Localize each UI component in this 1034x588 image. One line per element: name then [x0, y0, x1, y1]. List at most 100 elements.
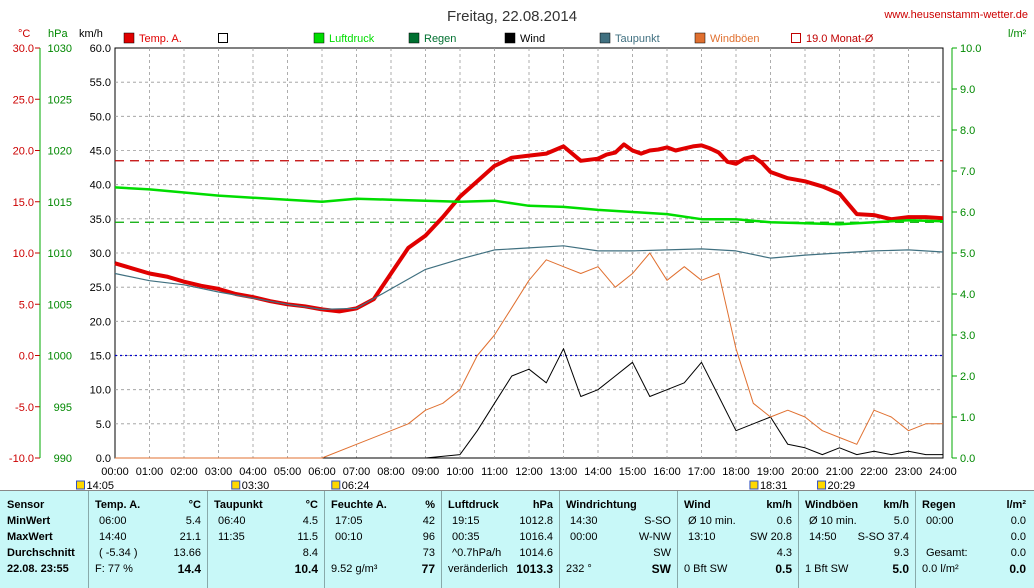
tick-x-9: 09:00	[412, 466, 440, 478]
footer-gust-a: 1 Bft SW	[805, 563, 849, 575]
legend-swatch-2	[313, 32, 325, 44]
cell-press-1-a: 00:35	[452, 531, 480, 543]
tick-x-18: 18:00	[722, 466, 750, 478]
legend-swatch-0	[123, 32, 135, 44]
tick-speed-11: 5.0	[96, 419, 111, 431]
chart-title: Freitag, 22.08.2014	[447, 8, 577, 25]
sun-marker-0	[76, 480, 85, 490]
series-line-1	[114, 186, 944, 226]
header-unit-hum: %	[425, 499, 435, 511]
legend-label-5: Taupunkt	[615, 33, 660, 45]
tick-x-12: 12:00	[515, 466, 543, 478]
tick-x-6: 06:00	[308, 466, 336, 478]
cell-dew-2-b: 8.4	[302, 547, 318, 559]
footer-hum-b: 77	[421, 562, 435, 576]
tick-x-17: 17:00	[688, 466, 716, 478]
tick-x-14: 14:00	[584, 466, 612, 478]
unit-speed: km/h	[79, 28, 103, 40]
series-line-2	[114, 245, 944, 310]
sun-marker-time-4: 20:29	[828, 480, 856, 490]
tick-pressure-2: 1020	[48, 146, 72, 158]
stats-column-rain: Regen l/m² 00:00 0.0 0.0 Gesamt: 0.0 0.0 l/m² 0.…	[915, 491, 1032, 588]
series-line-3	[115, 348, 943, 459]
header-press: Luftdruck	[448, 499, 499, 511]
legend-swatch-3	[408, 32, 420, 44]
legend-label-3: Regen	[424, 33, 456, 45]
tick-temp-4: 10.0	[13, 248, 34, 260]
cell-gust-0-a: Ø 10 min.	[809, 515, 857, 527]
footer-dir-a: 232 °	[566, 563, 592, 575]
header-wind: Wind	[684, 499, 711, 511]
sun-marker-time-0: 14:05	[87, 480, 115, 490]
tick-x-0: 00:00	[101, 466, 129, 478]
tick-x-7: 07:00	[343, 466, 371, 478]
sun-marker-time-1: 03:30	[242, 480, 270, 490]
cell-rain-2-a: Gesamt:	[926, 547, 968, 559]
tick-x-24: 24:00	[929, 466, 957, 478]
legend-label-2: Luftdruck	[329, 33, 375, 45]
cell-hum-0-b: 42	[422, 515, 435, 527]
cell-dir-1-b: W-NW	[638, 531, 671, 543]
legend-label-7: 19.0 Monat-Ø	[806, 33, 874, 45]
legend-label-4: Wind	[520, 33, 545, 45]
tick-temp-3: 15.0	[13, 197, 34, 209]
footer-hum-a: 9.52 g/m³	[331, 563, 378, 575]
footer-gust-b: 5.0	[892, 562, 909, 576]
header-unit-temp: °C	[188, 499, 201, 511]
tick-pressure-0: 1030	[48, 43, 72, 55]
cell-dir-0-b: S-SO	[644, 515, 671, 527]
footer-rain-b: 0.0	[1009, 562, 1026, 576]
sun-marker-2	[331, 480, 341, 490]
stats-column-temp: Temp. A. °C 06:00 5.4 14:40 21.1 ( -5.34 ) 13.6…	[88, 491, 207, 588]
cell-dew-1-a: 11:35	[218, 531, 245, 543]
legend-swatch-1	[218, 33, 228, 43]
cell-gust-1-b: S-SO 37.4	[857, 531, 909, 543]
header-unit-wind: km/h	[766, 499, 792, 511]
tick-rain-0: 10.0	[960, 43, 981, 55]
tick-temp-2: 20.0	[13, 146, 34, 158]
cell-rain-0-a: 00:00	[926, 515, 954, 527]
tick-speed-5: 35.0	[90, 214, 111, 226]
cell-wind-1-b: SW 20.8	[749, 531, 792, 543]
cell-press-2-b: 1014.6	[519, 547, 553, 559]
tick-pressure-7: 995	[54, 402, 72, 414]
header-temp: Temp. A.	[95, 499, 141, 511]
tick-x-22: 22:00	[860, 466, 888, 478]
header-unit-rain: l/m²	[1006, 499, 1026, 511]
footer-temp-a: F: 77 %	[95, 563, 133, 575]
tick-speed-2: 50.0	[90, 111, 111, 123]
unit-pressure: hPa	[48, 28, 68, 40]
header-gust: Windböen	[805, 499, 859, 511]
footer-dew-b: 10.4	[294, 562, 318, 576]
tick-temp-6: 0.0	[19, 351, 34, 363]
tick-speed-10: 10.0	[90, 385, 111, 397]
legend-swatch-5	[599, 32, 611, 44]
stats-column-dew: Taupunkt °C 06:40 4.5 11:35 11.5 8.4 10.4	[207, 491, 324, 588]
cell-rain-2-b: 0.0	[1010, 547, 1026, 559]
cell-press-0-b: 1012.8	[519, 515, 553, 527]
stats-table: Sensor MinWert MaxWert Durchschnitt 22.0…	[0, 490, 1034, 588]
tick-pressure-6: 1000	[48, 351, 72, 363]
legend-swatch-7	[791, 33, 801, 43]
legend-swatch-6	[694, 32, 706, 44]
cell-rain-1-b: 0.0	[1010, 531, 1026, 543]
footer-temp-b: 14.4	[177, 562, 201, 576]
tick-rain-5: 5.0	[960, 248, 975, 260]
tick-x-11: 11:00	[481, 466, 508, 478]
tick-pressure-5: 1005	[48, 299, 72, 311]
tick-temp-5: 5.0	[19, 299, 34, 311]
cell-wind-2-b: 4.3	[776, 547, 792, 559]
tick-x-10: 10:00	[446, 466, 474, 478]
tick-speed-0: 60.0	[90, 43, 111, 55]
cell-gust-1-a: 14:50	[809, 531, 837, 543]
tick-speed-12: 0.0	[96, 453, 111, 465]
tick-pressure-1: 1025	[48, 94, 72, 106]
tick-speed-9: 15.0	[90, 351, 111, 363]
cell-gust-0-b: 5.0	[893, 515, 909, 527]
tick-x-16: 16:00	[653, 466, 681, 478]
cell-press-2-a: ^0.7hPa/h	[452, 547, 502, 559]
footer-press-b: 1013.3	[516, 562, 553, 576]
cell-dir-1-a: 00:00	[570, 531, 598, 543]
row-label-avg: Durchschnitt	[7, 547, 75, 559]
tick-temp-8: -10.0	[9, 453, 34, 465]
